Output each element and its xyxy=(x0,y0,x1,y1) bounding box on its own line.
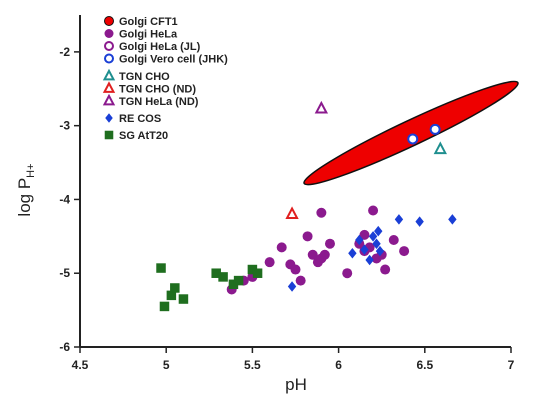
x-tick-label: 7 xyxy=(508,358,515,372)
x-tick-label: 5 xyxy=(163,358,170,372)
point-sg-att20 xyxy=(218,272,228,282)
legend-marker-golgi-hela-jl xyxy=(104,41,114,51)
legend-label-sg-att20: SG AtT20 xyxy=(119,130,168,142)
axes: 4.5 5 5.5 6 6.5 7 -2 -3 -4 -5 -6 xyxy=(59,15,515,372)
point-tgn-hela-nd xyxy=(314,100,329,114)
point-golgi-hela xyxy=(295,275,306,286)
point-golgi-hela xyxy=(342,268,353,279)
point-re-cos xyxy=(375,245,385,257)
point-sg-att20 xyxy=(247,264,258,275)
point-golgi-hela xyxy=(368,205,379,216)
x-axis-label: pH xyxy=(285,375,307,394)
point-tgn-cho xyxy=(433,141,447,155)
point-golgi-hela xyxy=(319,249,330,260)
golgi-cft1-region xyxy=(303,80,519,186)
y-ticks: -2 -3 -4 -5 -6 xyxy=(59,45,80,354)
point-sg-att20 xyxy=(211,268,221,278)
y-tick-label: -3 xyxy=(59,119,70,133)
legend-marker-re-cos xyxy=(105,113,113,123)
point-golgi-hela xyxy=(307,249,318,260)
point-golgi-hela xyxy=(264,257,275,268)
point-sg-att20 xyxy=(233,275,244,286)
y-axis-label-subscript: H+ xyxy=(25,163,37,177)
legend-label-golgi-hela: Golgi HeLa xyxy=(119,29,178,41)
point-re-cos xyxy=(348,248,357,259)
legend-label-tgn-cho: TGN CHO xyxy=(119,71,170,83)
legend-label-golgi-cft1: Golgi CFT1 xyxy=(119,16,178,28)
legend-marker-tgn-cho-nd xyxy=(102,81,116,93)
y-axis-label-main: log P xyxy=(15,178,34,217)
point-golgi-hela xyxy=(316,207,327,218)
legend-marker-tgn-cho xyxy=(102,68,116,81)
legend-marker-golgi-hela xyxy=(104,29,114,38)
x-tick-label: 5.5 xyxy=(244,358,261,372)
point-re-cos xyxy=(394,214,404,225)
y-axis-label: log PH+ xyxy=(15,163,37,216)
x-ticks: 4.5 5 5.5 6 6.5 7 xyxy=(72,347,515,372)
point-re-cos xyxy=(448,214,457,225)
point-golgi-hela xyxy=(359,229,370,240)
point-re-cos xyxy=(374,225,383,237)
point-re-cos xyxy=(368,231,378,242)
legend-label-re-cos: RE COS xyxy=(119,113,161,125)
point-re-cos xyxy=(287,281,297,292)
point-golgi-hela xyxy=(388,235,399,246)
point-sg-att20 xyxy=(252,268,263,278)
x-tick-label: 6.5 xyxy=(416,358,433,372)
x-tick-label: 4.5 xyxy=(72,358,89,372)
point-sg-att20 xyxy=(159,301,170,312)
point-golgi-hela xyxy=(302,231,313,242)
point-golgi-hela xyxy=(290,264,301,275)
y-tick-label: -5 xyxy=(59,266,70,280)
legend-label-tgn-hela-nd: TGN HeLa (ND) xyxy=(119,96,199,108)
point-re-cos xyxy=(415,216,424,227)
y-tick-label: -6 xyxy=(59,340,70,354)
legend-marker-tgn-hela-nd xyxy=(102,93,116,106)
point-golgi-hela xyxy=(276,242,287,253)
point-sg-att20 xyxy=(170,283,180,293)
legend-marker-sg-att20 xyxy=(104,130,114,140)
legend-label-golgi-vero-cell-jhk: Golgi Vero cell (JHK) xyxy=(119,54,228,66)
point-sg-att20 xyxy=(178,294,189,304)
point-sg-att20 xyxy=(156,263,166,273)
legend-marker-golgi-vero-cell-jhk xyxy=(104,53,114,64)
point-golgi-hela xyxy=(380,264,391,275)
point-sg-att20 xyxy=(228,279,239,290)
legend-label-tgn-cho-nd: TGN CHO (ND) xyxy=(119,84,196,96)
data-layer xyxy=(156,80,519,312)
point-re-cos xyxy=(355,234,364,246)
point-golgi-vero-cell-jhk xyxy=(429,123,441,135)
legend-label-golgi-hela-jl: Golgi HeLa (JL) xyxy=(119,41,201,53)
y-tick-label: -2 xyxy=(59,45,70,59)
point-sg-att20 xyxy=(166,290,177,301)
point-tgn-cho-nd xyxy=(285,206,299,219)
point-re-cos xyxy=(365,254,374,266)
point-golgi-vero-cell-jhk xyxy=(407,133,419,145)
x-tick-label: 6 xyxy=(335,358,342,372)
point-golgi-hela xyxy=(324,238,335,249)
point-re-cos xyxy=(372,238,381,249)
legend-marker-golgi-cft1 xyxy=(104,16,114,26)
y-tick-label: -4 xyxy=(59,192,70,206)
point-golgi-hela xyxy=(399,246,410,257)
point-re-cos xyxy=(360,244,369,255)
